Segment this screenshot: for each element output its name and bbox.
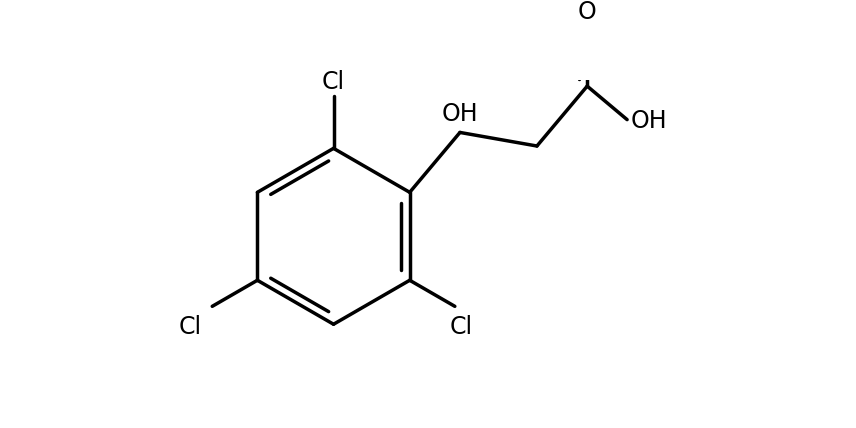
Text: Cl: Cl [322,70,345,94]
Text: OH: OH [442,102,479,126]
Text: O: O [578,0,597,24]
Text: Cl: Cl [450,315,473,339]
Text: Cl: Cl [179,315,202,339]
Text: OH: OH [631,109,668,133]
